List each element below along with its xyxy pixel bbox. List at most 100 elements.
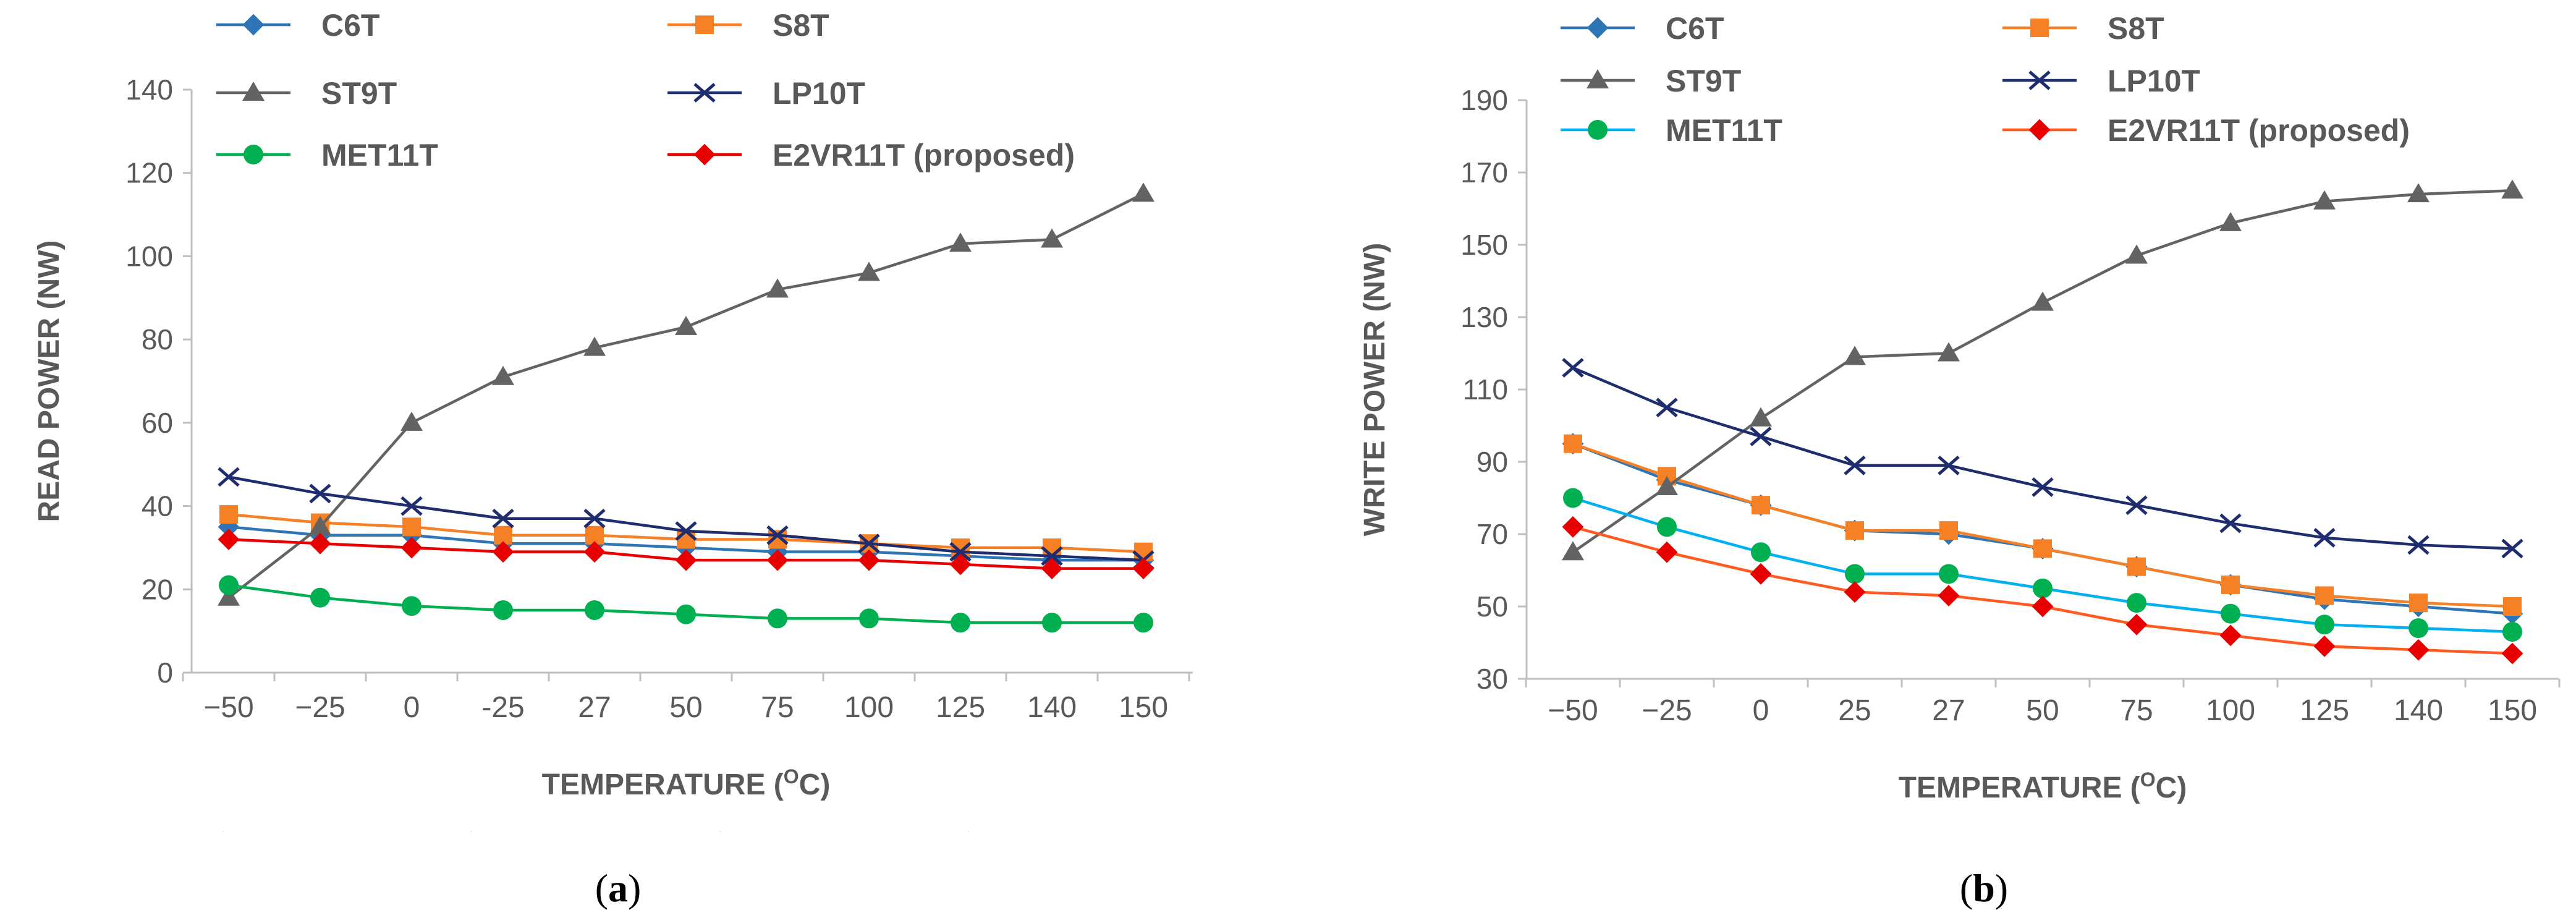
legend-item: C6T: [216, 8, 379, 43]
data-point: [2313, 190, 2336, 210]
y-tick-label: 20: [142, 573, 173, 605]
data-point: [1938, 585, 1960, 606]
legend-item: E2VR11T (proposed): [2002, 113, 2410, 148]
x-tick-label: 150: [1119, 691, 1168, 724]
data-point: [2502, 621, 2522, 642]
data-point: [1844, 455, 1866, 475]
y-tick-label: 110: [1463, 373, 1508, 406]
data-point: [675, 549, 697, 571]
x-axis-title-superscript: O: [2140, 768, 2156, 791]
legend-marker: [1587, 69, 1609, 88]
data-point: [1752, 496, 1770, 515]
data-point: [1132, 558, 1155, 580]
x-tick-label: 140: [2394, 694, 2443, 727]
data-point: [1656, 475, 1678, 495]
legend-label: S8T: [773, 8, 829, 43]
y-tick-label: 50: [1477, 590, 1508, 623]
legend-marker: [695, 15, 714, 34]
legend-marker: [1587, 17, 1609, 39]
data-point: [310, 587, 330, 608]
x-axis-title: TEMPERATURE (OC): [1899, 768, 2187, 804]
data-point: [219, 505, 238, 524]
x-tick-label: 50: [2026, 694, 2059, 727]
data-point: [2032, 477, 2054, 497]
legend-item: ST9T: [1561, 64, 1741, 98]
legend-item: ST9T: [216, 76, 397, 111]
legend-marker: [242, 82, 265, 101]
data-point: [309, 516, 331, 535]
x-axis-title-main: TEMPERATURE (: [1899, 772, 2140, 804]
x-axis-title-superscript: O: [784, 765, 799, 788]
data-point: [859, 608, 879, 629]
data-point: [1042, 613, 1062, 633]
legend-marker: [1588, 120, 1608, 140]
y-tick-label: 30: [1477, 663, 1508, 695]
data-point: [1564, 434, 1582, 453]
y-tick-label: 0: [157, 657, 173, 689]
data-point: [1938, 455, 1960, 475]
data-point: [2033, 578, 2053, 598]
data-point: [951, 613, 970, 633]
y-tick-label: 140: [125, 74, 173, 106]
chart-read-power: 0 20 40 60 80 100 120 140 −50 −25 0 -25 27 50 75 100 125…: [33, 8, 1193, 910]
x-tick-label: 0: [1753, 694, 1769, 727]
data-point: [1132, 182, 1155, 202]
legend-label: E2VR11T (proposed): [773, 138, 1075, 172]
data-point: [676, 604, 696, 624]
series-line-lp10t: [1572, 366, 2513, 550]
data-point: [402, 596, 422, 616]
data-point: [2501, 642, 2523, 665]
x-tick-label: 125: [936, 691, 985, 724]
data-point: [493, 600, 513, 620]
data-point: [218, 529, 240, 550]
panel-label: (a): [595, 866, 642, 910]
data-point: [309, 483, 331, 504]
data-point: [2127, 593, 2146, 613]
y-tick-label: 90: [1477, 446, 1508, 478]
data-point: [766, 278, 789, 298]
data-point: [858, 534, 880, 554]
data-point: [675, 521, 697, 541]
legend-label: ST9T: [321, 76, 397, 111]
data-point: [949, 542, 972, 562]
data-point: [1133, 613, 1153, 633]
panel-label-letter: a: [608, 866, 628, 910]
legend-label: ST9T: [1666, 64, 1741, 98]
x-tick-label: −50: [1548, 694, 1598, 727]
data-point: [2407, 535, 2430, 555]
x-tick-label: 150: [2488, 694, 2537, 727]
y-tick-label: 190: [1460, 84, 1508, 116]
data-point: [2221, 603, 2240, 624]
data-point: [2032, 291, 2054, 311]
data-point: [2219, 211, 2242, 231]
data-point: [949, 232, 972, 252]
data-point: [583, 541, 606, 563]
x-tick-label: 27: [1932, 694, 1965, 727]
series-line-st9t: [1572, 189, 2513, 554]
x-axis-title-unit: C): [2156, 772, 2187, 804]
legend-item: MET11T: [1561, 113, 1782, 148]
data-point: [1751, 542, 1771, 563]
x-axis-title-unit: C): [799, 768, 831, 801]
data-point: [2407, 639, 2430, 661]
legend-item: S8T: [2002, 11, 2164, 46]
legend-item: S8T: [667, 8, 829, 43]
legend-label: MET11T: [321, 138, 438, 172]
x-axis-title: TEMPERATURE (OC): [542, 765, 831, 801]
data-point: [1750, 427, 1772, 446]
data-point: [1939, 564, 1959, 584]
data-point: [1041, 546, 1063, 566]
x-tick-label: 100: [844, 691, 894, 724]
legend-marker: [2028, 70, 2051, 90]
data-point: [2409, 593, 2428, 613]
legend-label: C6T: [321, 8, 379, 43]
y-axis-title: WRITE POWER (NW): [1358, 243, 1391, 537]
data-point: [2125, 495, 2148, 516]
data-point: [768, 608, 787, 629]
data-point: [2315, 586, 2334, 605]
x-tick-label: 27: [578, 691, 611, 724]
x-tick-label: −25: [1642, 694, 1692, 727]
data-point: [1844, 346, 1866, 365]
legend-marker: [2028, 119, 2051, 141]
